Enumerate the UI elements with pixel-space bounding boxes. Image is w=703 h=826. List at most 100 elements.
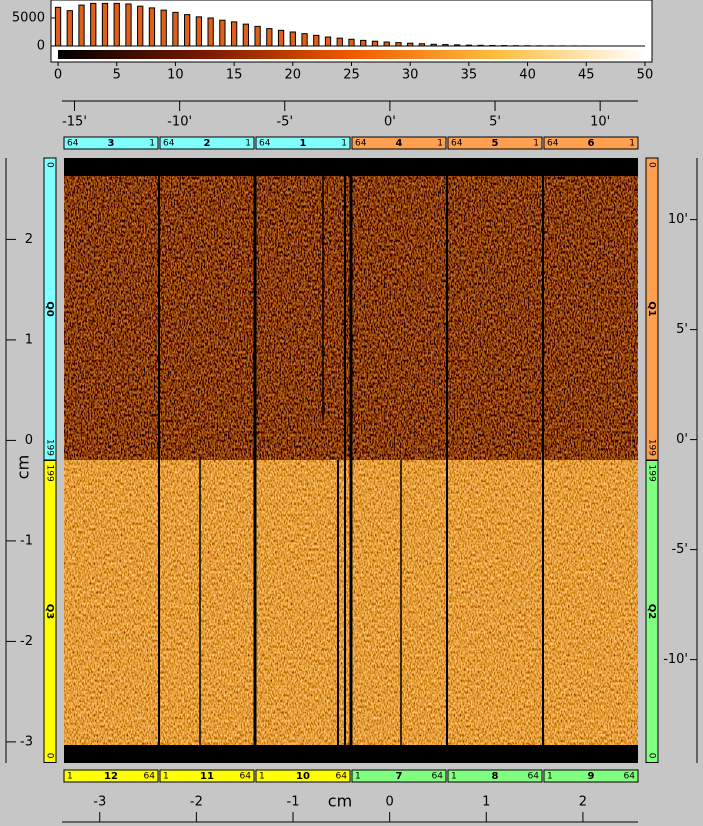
bar bbox=[383, 41, 390, 47]
y2-tick-label: -5' bbox=[671, 542, 688, 557]
chip-left: 1 bbox=[451, 772, 457, 782]
y-tick-label: -3 bbox=[20, 734, 33, 749]
bar bbox=[313, 34, 320, 47]
chip-left: 64 bbox=[163, 139, 175, 149]
y-tick-label: 1 bbox=[25, 332, 33, 347]
chip-right: 64 bbox=[336, 772, 348, 782]
chip-right: 1 bbox=[533, 139, 539, 149]
quadrant-box bbox=[43, 460, 57, 763]
quadrant-top: 0 bbox=[647, 162, 657, 168]
chip-left: 1 bbox=[355, 772, 361, 782]
bar bbox=[219, 19, 226, 47]
chip-name: 3 bbox=[108, 138, 115, 149]
chip-name: 6 bbox=[588, 138, 595, 149]
chip-name: 12 bbox=[104, 771, 118, 782]
chip-left: 1 bbox=[547, 772, 553, 782]
histogram: 0 5000 0 5 10 15 20 25 30 35 40 45 50 bbox=[12, 0, 653, 83]
bar bbox=[90, 2, 97, 47]
bar bbox=[348, 38, 355, 47]
x-tick-label: 0 bbox=[386, 795, 394, 810]
bar bbox=[195, 16, 203, 47]
chip-box bbox=[159, 769, 255, 783]
chip-left: 64 bbox=[547, 139, 559, 149]
x2-tick-label: 0' bbox=[384, 115, 396, 130]
y-tick-label: -1 bbox=[20, 533, 33, 548]
bar bbox=[430, 43, 437, 47]
chip-right: 64 bbox=[240, 772, 252, 782]
y-tick-label: -2 bbox=[20, 634, 33, 649]
x2-tick-label: -5' bbox=[276, 115, 293, 130]
x-tick-label: 1 bbox=[482, 795, 490, 810]
chip-right: 1 bbox=[341, 139, 347, 149]
quadrant-name: Q0 bbox=[44, 301, 55, 317]
chip-left: 1 bbox=[163, 772, 169, 782]
x2-tick-label: 10' bbox=[590, 115, 610, 130]
x-tick-label: 35 bbox=[461, 68, 478, 83]
chip-left: 64 bbox=[67, 139, 79, 149]
chip-box bbox=[351, 769, 447, 783]
bar bbox=[395, 42, 402, 47]
chip-left: 64 bbox=[355, 139, 367, 149]
chip-box bbox=[351, 136, 447, 150]
bar bbox=[160, 9, 167, 47]
chip-left: 1 bbox=[259, 772, 265, 782]
chip-box bbox=[447, 769, 543, 783]
x-tick-label: 5 bbox=[113, 68, 121, 83]
y-tick-label: 0 bbox=[25, 433, 33, 448]
bar bbox=[54, 6, 62, 47]
x2-tick-label: -15' bbox=[62, 115, 87, 130]
chip-box bbox=[63, 769, 159, 783]
bar bbox=[148, 7, 156, 47]
y2-tick-label: 10' bbox=[668, 212, 688, 227]
chip-name: 1 bbox=[300, 138, 307, 149]
y-tick-label: 2 bbox=[25, 232, 33, 247]
detector-image bbox=[64, 158, 638, 763]
chip-box bbox=[447, 136, 543, 150]
bar bbox=[277, 29, 285, 47]
bar bbox=[78, 4, 85, 47]
x-tick-label: 2 bbox=[579, 795, 587, 810]
chip-gaps bbox=[158, 158, 544, 745]
chip-right: 1 bbox=[245, 139, 251, 149]
chip-name: 4 bbox=[396, 138, 403, 149]
chip-box bbox=[159, 136, 255, 150]
bar bbox=[172, 11, 179, 47]
chip-right: 64 bbox=[528, 772, 540, 782]
chip-right: 64 bbox=[432, 772, 444, 782]
bar bbox=[125, 3, 132, 47]
chip-name: 5 bbox=[492, 138, 499, 149]
x-tick-label: 25 bbox=[343, 68, 360, 83]
chip-name: 9 bbox=[588, 771, 595, 782]
chip-box bbox=[543, 136, 639, 150]
x-axis-label: cm bbox=[328, 792, 352, 811]
bar bbox=[477, 44, 484, 47]
bar bbox=[407, 42, 414, 47]
y-tick-label: 0 bbox=[37, 38, 45, 53]
chip-right: 64 bbox=[144, 772, 156, 782]
chip-right: 1 bbox=[437, 139, 443, 149]
colorbar bbox=[58, 50, 645, 59]
quadrant-top: 0 bbox=[45, 162, 55, 168]
quadrant-bottom: 199 bbox=[647, 439, 657, 456]
chip-name: 11 bbox=[200, 771, 214, 782]
x-tick-label: 45 bbox=[578, 68, 595, 83]
bar bbox=[371, 40, 379, 47]
x-tick-label: 50 bbox=[637, 68, 654, 83]
quadrant-top: 199 bbox=[647, 465, 657, 482]
y2-tick-label: 5' bbox=[676, 322, 688, 337]
x-tick-label: 20 bbox=[285, 68, 302, 83]
bar bbox=[442, 44, 449, 47]
chip-right: 1 bbox=[629, 139, 635, 149]
x-tick-label: -1 bbox=[287, 795, 300, 810]
bar bbox=[324, 36, 332, 47]
bar bbox=[289, 31, 296, 47]
x-tick-label: 40 bbox=[519, 68, 536, 83]
chip-name: 7 bbox=[396, 771, 403, 782]
x-tick-label: 0 bbox=[54, 68, 62, 83]
bar bbox=[184, 14, 191, 47]
bar bbox=[301, 33, 308, 47]
bar bbox=[230, 21, 238, 47]
quadrant-bottom: 0 bbox=[45, 753, 55, 759]
chip-name: 8 bbox=[492, 771, 499, 782]
bar bbox=[242, 23, 249, 47]
